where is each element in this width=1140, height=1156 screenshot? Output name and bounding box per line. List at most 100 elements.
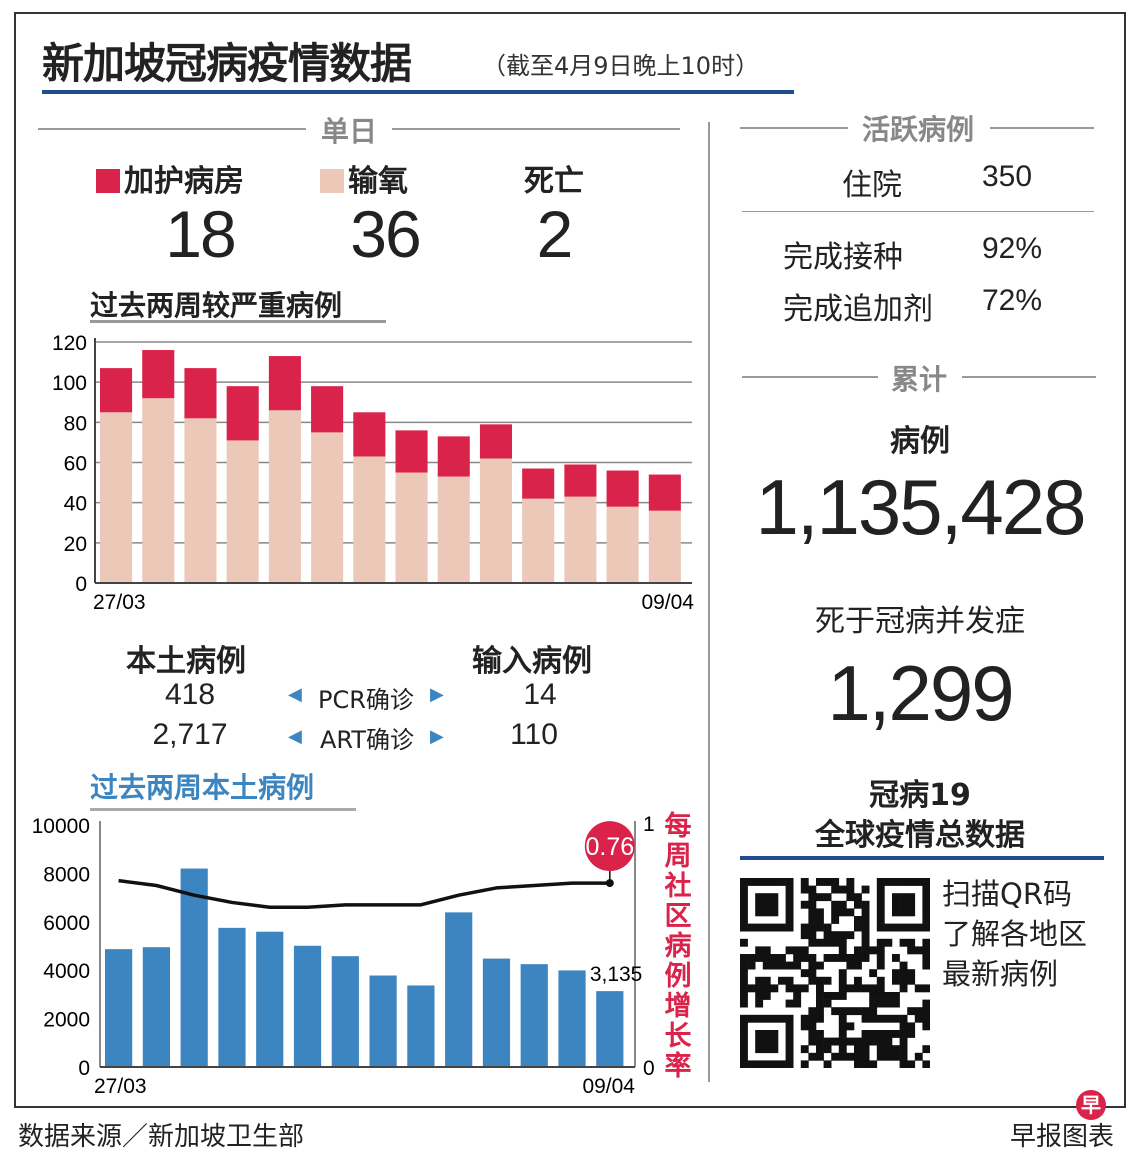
qr-module <box>808 1014 817 1023</box>
qr-module <box>838 908 847 917</box>
qr-module <box>808 908 817 917</box>
qr-module <box>869 946 878 955</box>
y-tick-label: 4000 <box>43 960 90 983</box>
imported-pcr-value: 14 <box>523 678 557 711</box>
icu-bar <box>184 368 217 419</box>
qr-module <box>808 1037 817 1046</box>
qr-module <box>785 908 794 917</box>
oxygen-bar <box>100 412 133 583</box>
qr-module <box>823 992 832 1000</box>
y-tick-label: 80 <box>64 412 87 435</box>
qr-module <box>762 1060 771 1068</box>
qr-module <box>831 1037 840 1046</box>
qr-module <box>838 1030 847 1038</box>
qr-module <box>899 1014 908 1023</box>
qr-text-line: 扫描QR码 <box>942 877 1072 911</box>
local-cases-chart: 0 2000 4000 6000 8000 10000 0.76 3,135 0 1 27/03 09… <box>32 813 655 1098</box>
left-triangle-icon: ◀ <box>288 684 302 705</box>
qr-module <box>922 961 930 970</box>
qr-module <box>876 999 885 1008</box>
qr-module <box>755 1037 764 1046</box>
qr-module <box>747 1060 756 1068</box>
oxygen-bar <box>606 506 639 583</box>
qr-module <box>914 1052 923 1061</box>
qr-module <box>816 908 824 917</box>
qr-module <box>861 946 870 955</box>
qr-module <box>800 1045 809 1054</box>
cumulative-deaths-label: 死于冠病并发症 <box>815 604 1025 639</box>
qr-module <box>861 908 870 917</box>
qr-module <box>854 900 862 909</box>
qr-module <box>793 984 802 993</box>
qr-module <box>762 908 771 917</box>
qr-module <box>907 893 916 902</box>
icu-bar <box>606 470 639 507</box>
hospital-value: 350 <box>982 160 1033 193</box>
qr-module <box>892 1045 900 1054</box>
qr-module <box>838 885 847 894</box>
qr-module <box>884 938 893 947</box>
oxygen-swatch <box>320 169 344 193</box>
qr-module <box>740 976 748 985</box>
oxygen-bar <box>268 410 301 583</box>
qr-module <box>899 900 908 909</box>
qr-module <box>770 893 779 902</box>
qr-module <box>770 1014 779 1023</box>
qr-module <box>785 1014 794 1023</box>
qr-module <box>922 885 930 894</box>
qr-module <box>740 1037 748 1046</box>
qr-module <box>800 931 809 940</box>
qr-module <box>740 938 748 947</box>
qr-module <box>770 878 779 886</box>
qr-module <box>770 984 779 993</box>
qr-module <box>899 938 908 947</box>
qr-module <box>846 908 855 917</box>
qr-module <box>899 893 908 902</box>
qr-module <box>816 976 824 985</box>
qr-module <box>876 878 885 886</box>
qr-module <box>892 1030 900 1038</box>
qr-module <box>854 923 862 932</box>
credit-note: 早报图表 <box>1010 1122 1115 1152</box>
y-tick-label: 60 <box>64 453 87 476</box>
oxygen-value: 36 <box>350 197 421 271</box>
daily-section-label: 单日 <box>320 115 377 148</box>
y-tick-label: 100 <box>52 372 87 395</box>
qr-module <box>892 999 900 1008</box>
divider <box>742 376 878 378</box>
qr-module <box>816 992 824 1000</box>
left-triangle-icon: ◀ <box>288 726 302 747</box>
icu-bar <box>395 430 428 473</box>
qr-module <box>740 923 748 932</box>
qr-module <box>740 1014 748 1023</box>
qr-module <box>740 961 748 970</box>
qr-module <box>854 954 862 962</box>
qr-module <box>762 961 771 970</box>
icu-bar <box>100 368 133 413</box>
qr-module <box>884 1030 893 1038</box>
local-case-bar <box>180 868 208 1067</box>
qr-module <box>831 1007 840 1016</box>
qr-module <box>747 878 756 886</box>
qr-code[interactable] <box>740 878 930 1068</box>
qr-module <box>876 916 885 924</box>
qr-module <box>907 1007 916 1016</box>
qr-module <box>770 923 779 932</box>
qr-module <box>823 878 832 886</box>
qr-module <box>854 1052 862 1061</box>
local-case-bar <box>369 975 397 1067</box>
growth-rate-point <box>605 879 614 888</box>
qr-module <box>876 938 885 947</box>
qr-module <box>755 992 764 1000</box>
title-underline <box>90 808 356 811</box>
qr-module <box>846 931 855 940</box>
qr-module <box>884 878 893 886</box>
qr-module <box>816 878 824 886</box>
qr-module <box>838 1037 847 1046</box>
qr-module <box>838 1007 847 1016</box>
qr-module <box>861 1060 870 1068</box>
qr-module <box>770 1045 779 1054</box>
qr-module <box>778 954 786 962</box>
qr-module <box>816 1045 824 1054</box>
oxygen-bar <box>479 458 513 583</box>
